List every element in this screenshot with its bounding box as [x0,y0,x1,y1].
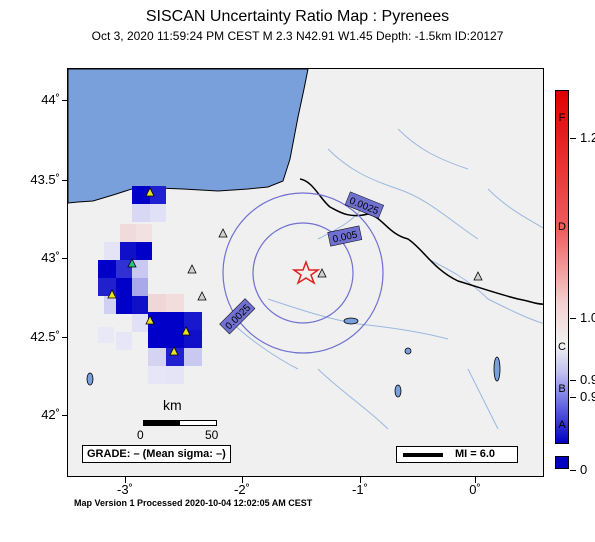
station-triangle [127,258,137,268]
y-tick [62,337,68,338]
x-tick [475,477,476,483]
contour-labels: 0.0025 0.005 0.0025 [219,191,385,335]
mi-legend: MI = 6.0 [396,446,518,463]
colorbar-value: 0.9 [580,389,595,404]
colorbar-value: 1.0 [580,310,595,325]
y-tick [62,100,68,101]
scale-bar [143,420,217,426]
station-triangle [107,289,117,299]
colorbar-grade-letter: A [558,419,566,431]
x-tick [125,477,126,483]
y-tick [62,258,68,259]
scale-max-label: 50 [205,428,219,442]
x-tick-label: -1˚ [352,482,368,497]
station-triangle [197,291,207,301]
colorbar [555,90,569,444]
x-tick-label: -3˚ [117,482,133,497]
contour-label-2: 0.005 [332,229,359,245]
sea-area [68,69,309,204]
x-tick-label: 0˚ [469,482,481,497]
grade-box: GRADE: – (Mean sigma: –) [82,445,231,463]
y-tick-label: 44˚ [41,92,60,107]
rivers [227,128,543,430]
y-tick-label: 43˚ [41,250,60,265]
station-triangle [181,326,191,336]
y-tick [62,180,68,181]
station-triangle [317,268,327,278]
colorbar-grade-letter: C [558,341,566,353]
colorbar-tick [570,138,576,139]
station-triangle [473,271,483,281]
colorbar-zero-box [555,456,569,469]
x-tick-label: -2˚ [234,482,250,497]
scale-min-label: 0 [137,428,144,442]
lakes [86,317,501,398]
map-title: SISCAN Uncertainty Ratio Map : Pyrenees [145,8,450,25]
y-tick [62,415,68,416]
event-subtitle: Oct 3, 2020 11:59:24 PM CEST M 2.3 N42.9… [91,29,504,43]
colorbar-grade-letter: B [558,383,566,395]
station-triangle [169,346,179,356]
mi-label: MI = 6.0 [455,448,496,460]
epicenter-star-icon [291,259,321,285]
colorbar-grade-letter: F [558,112,566,124]
colorbar-tick [570,397,576,398]
x-tick [360,477,361,483]
x-tick [242,477,243,483]
colorbar-value: 1.2 [580,130,595,145]
map-panel[interactable]: 0.0025 0.005 0.0025 [67,68,544,477]
y-tick-label: 42.5˚ [30,329,60,344]
mi-line [403,453,443,457]
colorbar-value: 0 [580,462,588,477]
colorbar-value: 0.9 [580,372,595,387]
uncertainty-contours [222,192,384,354]
colorbar-tick [570,470,576,471]
station-triangle [145,315,155,325]
station-triangle [218,228,228,238]
uncertainty-cells [98,186,202,384]
scale-unit: km [163,397,182,413]
map-canvas: 0.0025 0.005 0.0025 [68,69,543,430]
y-tick-label: 42˚ [41,407,60,422]
stations [107,187,483,356]
station-triangle [187,264,197,274]
y-tick-label: 43.5˚ [30,172,60,187]
colorbar-tick [570,318,576,319]
country-border [299,178,543,305]
map-footer: Map Version 1 Processed 2020-10-04 12:02… [74,498,313,508]
station-triangle [145,187,155,197]
colorbar-tick [570,380,576,381]
colorbar-grade-letter: D [558,221,566,233]
